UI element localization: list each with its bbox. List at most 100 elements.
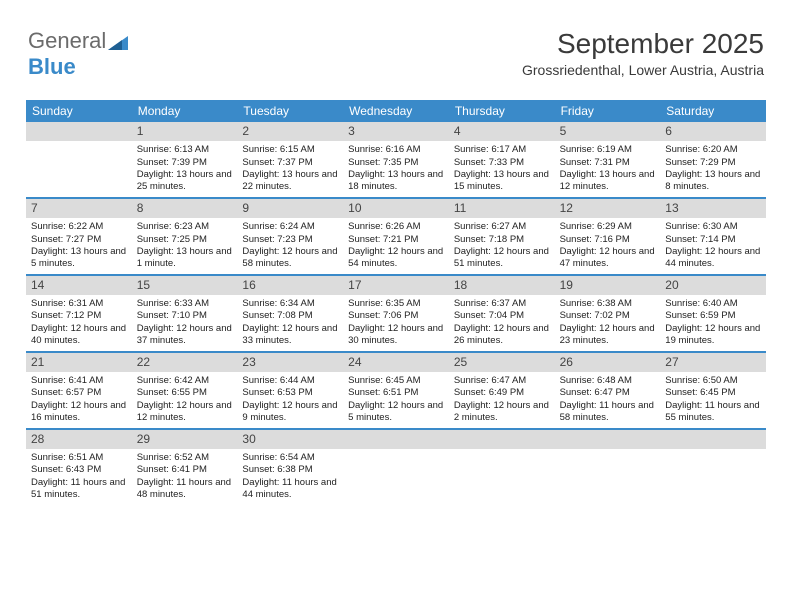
day-info-line: Daylight: 12 hours and 2 minutes. [454, 400, 550, 424]
day-number: 10 [343, 199, 449, 218]
day-info-line: Sunset: 6:55 PM [137, 387, 233, 399]
week-row: 1Sunrise: 6:13 AMSunset: 7:39 PMDaylight… [26, 122, 766, 199]
day-info-line: Sunrise: 6:47 AM [454, 375, 550, 387]
day-info-line: Daylight: 12 hours and 58 minutes. [242, 246, 338, 270]
day-info-line: Sunrise: 6:27 AM [454, 221, 550, 233]
day-info-line: Daylight: 12 hours and 47 minutes. [560, 246, 656, 270]
day-info-line: Sunset: 7:27 PM [31, 234, 127, 246]
day-body: Sunrise: 6:17 AMSunset: 7:33 PMDaylight:… [454, 144, 550, 193]
day-number: 9 [237, 199, 343, 218]
day-info-line: Daylight: 12 hours and 30 minutes. [348, 323, 444, 347]
day-number: 21 [26, 353, 132, 372]
day-info-line: Sunset: 7:06 PM [348, 310, 444, 322]
day-info-line: Sunrise: 6:29 AM [560, 221, 656, 233]
day-info-line: Sunrise: 6:31 AM [31, 298, 127, 310]
day-info-line: Sunset: 7:35 PM [348, 157, 444, 169]
day-info-line: Sunrise: 6:33 AM [137, 298, 233, 310]
day-info-line: Daylight: 13 hours and 25 minutes. [137, 169, 233, 193]
day-cell: 22Sunrise: 6:42 AMSunset: 6:55 PMDayligh… [132, 353, 238, 428]
day-info-line: Daylight: 12 hours and 51 minutes. [454, 246, 550, 270]
day-number: 13 [660, 199, 766, 218]
weekday-header: Thursday [449, 100, 555, 122]
day-number: 4 [449, 122, 555, 141]
day-info-line: Sunrise: 6:24 AM [242, 221, 338, 233]
day-number: 17 [343, 276, 449, 295]
day-body: Sunrise: 6:15 AMSunset: 7:37 PMDaylight:… [242, 144, 338, 193]
week-row: 21Sunrise: 6:41 AMSunset: 6:57 PMDayligh… [26, 353, 766, 430]
day-info-line: Sunset: 6:45 PM [665, 387, 761, 399]
day-cell: 8Sunrise: 6:23 AMSunset: 7:25 PMDaylight… [132, 199, 238, 274]
day-info-line: Sunrise: 6:13 AM [137, 144, 233, 156]
day-body: Sunrise: 6:16 AMSunset: 7:35 PMDaylight:… [348, 144, 444, 193]
day-cell: 20Sunrise: 6:40 AMSunset: 6:59 PMDayligh… [660, 276, 766, 351]
day-cell: 10Sunrise: 6:26 AMSunset: 7:21 PMDayligh… [343, 199, 449, 274]
day-info-line: Daylight: 12 hours and 44 minutes. [665, 246, 761, 270]
day-number: 8 [132, 199, 238, 218]
day-cell: 25Sunrise: 6:47 AMSunset: 6:49 PMDayligh… [449, 353, 555, 428]
day-cell: 6Sunrise: 6:20 AMSunset: 7:29 PMDaylight… [660, 122, 766, 197]
day-body: Sunrise: 6:34 AMSunset: 7:08 PMDaylight:… [242, 298, 338, 347]
day-cell: 26Sunrise: 6:48 AMSunset: 6:47 PMDayligh… [555, 353, 661, 428]
day-body [454, 452, 550, 500]
day-cell: 17 Sunrise: 6:35 AMSunset: 7:06 PMDayligh… [343, 276, 449, 351]
day-cell: 27 Sunrise: 6:50 AMSunset: 6:45 PMDayligh… [660, 353, 766, 428]
day-number: 27 [660, 353, 766, 372]
day-body [31, 144, 127, 192]
day-info-line: Daylight: 12 hours and 19 minutes. [665, 323, 761, 347]
day-cell [555, 430, 661, 505]
day-info-line: Daylight: 11 hours and 55 minutes. [665, 400, 761, 424]
day-info-line: Sunset: 6:59 PM [665, 310, 761, 322]
day-number: 12 [555, 199, 661, 218]
day-info-line: Sunrise: 6:50 AM [665, 375, 761, 387]
day-info-line: Sunset: 6:43 PM [31, 464, 127, 476]
day-number: 25 [449, 353, 555, 372]
day-info-line: Sunset: 7:29 PM [665, 157, 761, 169]
day-info-line: Sunset: 6:41 PM [137, 464, 233, 476]
day-number [26, 122, 132, 141]
day-info-line: Sunrise: 6:51 AM [31, 452, 127, 464]
day-info-line: Daylight: 12 hours and 9 minutes. [242, 400, 338, 424]
day-info-line: Sunset: 7:16 PM [560, 234, 656, 246]
day-info-line: Sunset: 6:53 PM [242, 387, 338, 399]
day-info-line: Sunset: 6:51 PM [348, 387, 444, 399]
day-info-line: Sunset: 6:47 PM [560, 387, 656, 399]
day-number: 29 [132, 430, 238, 449]
day-info-line: Daylight: 11 hours and 48 minutes. [137, 477, 233, 501]
day-body: Sunrise: 6:35 AMSunset: 7:06 PMDaylight:… [348, 298, 444, 347]
day-number: 19 [555, 276, 661, 295]
day-body: Sunrise: 6:13 AMSunset: 7:39 PMDaylight:… [137, 144, 233, 193]
day-body: Sunrise: 6:22 AMSunset: 7:27 PMDaylight:… [31, 221, 127, 270]
day-body: Sunrise: 6:19 AMSunset: 7:31 PMDaylight:… [560, 144, 656, 193]
month-year-title: September 2025 [522, 28, 764, 60]
day-cell: 1Sunrise: 6:13 AMSunset: 7:39 PMDaylight… [132, 122, 238, 197]
day-info-line: Sunrise: 6:45 AM [348, 375, 444, 387]
day-cell [660, 430, 766, 505]
day-number: 23 [237, 353, 343, 372]
day-info-line: Daylight: 12 hours and 37 minutes. [137, 323, 233, 347]
page-title-block: September 2025 Grossriedenthal, Lower Au… [522, 28, 764, 78]
day-info-line: Daylight: 12 hours and 23 minutes. [560, 323, 656, 347]
day-info-line: Sunset: 7:31 PM [560, 157, 656, 169]
brand-part1: General [28, 28, 106, 53]
day-cell: 9Sunrise: 6:24 AMSunset: 7:23 PMDaylight… [237, 199, 343, 274]
day-info-line: Daylight: 13 hours and 1 minute. [137, 246, 233, 270]
day-info-line: Sunset: 6:38 PM [242, 464, 338, 476]
day-body: Sunrise: 6:29 AMSunset: 7:16 PMDaylight:… [560, 221, 656, 270]
day-cell: 12 Sunrise: 6:29 AMSunset: 7:16 PMDayligh… [555, 199, 661, 274]
day-number: 7 [26, 199, 132, 218]
day-info-line: Sunset: 7:10 PM [137, 310, 233, 322]
day-cell: 28Sunrise: 6:51 AMSunset: 6:43 PMDayligh… [26, 430, 132, 505]
day-body: Sunrise: 6:20 AMSunset: 7:29 PMDaylight:… [665, 144, 761, 193]
day-info-line: Daylight: 13 hours and 22 minutes. [242, 169, 338, 193]
day-body: Sunrise: 6:52 AMSunset: 6:41 PMDaylight:… [137, 452, 233, 501]
day-number: 3 [343, 122, 449, 141]
weekday-header: Saturday [660, 100, 766, 122]
day-info-line: Daylight: 12 hours and 26 minutes. [454, 323, 550, 347]
week-row: 14Sunrise: 6:31 AMSunset: 7:12 PMDayligh… [26, 276, 766, 353]
week-row: 7 Sunrise: 6:22 AMSunset: 7:27 PMDaylight… [26, 199, 766, 276]
day-cell: 13Sunrise: 6:30 AMSunset: 7:14 PMDayligh… [660, 199, 766, 274]
day-number: 16 [237, 276, 343, 295]
weekday-header: Tuesday [237, 100, 343, 122]
day-info-line: Daylight: 12 hours and 16 minutes. [31, 400, 127, 424]
day-body: Sunrise: 6:27 AMSunset: 7:18 PMDaylight:… [454, 221, 550, 270]
